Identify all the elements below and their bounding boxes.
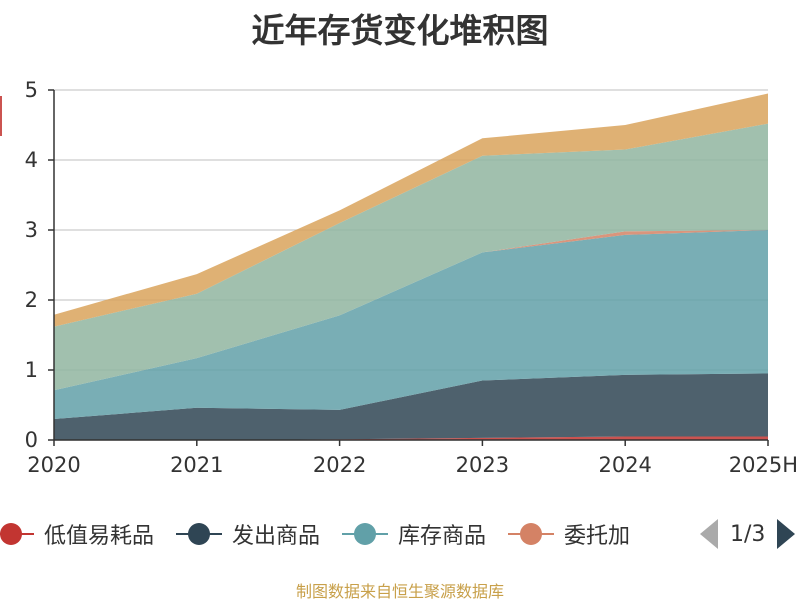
legend-label: 发出商品 (232, 524, 321, 549)
axes: 0 1 2 3 4 5 2020 2021 2022 2023 2024 2025H (25, 78, 798, 477)
legend-marker-icon (508, 522, 555, 546)
area-series-1 (54, 373, 768, 440)
y-tick-label: 3 (25, 218, 38, 242)
y-tick-label: 0 (25, 428, 38, 452)
area-series-5 (54, 93, 768, 327)
x-tick-label: 2022 (313, 453, 366, 477)
x-tick-label: 2024 (598, 453, 651, 477)
next-page-icon[interactable] (777, 519, 796, 549)
legend-item-inventory-goods[interactable]: 库存商品 (342, 518, 486, 550)
y-tick-label: 4 (25, 148, 38, 172)
chart-title: 近年存货变化堆积图 (251, 11, 549, 50)
legend-item-commissioned-processing[interactable]: 委托加 (508, 518, 630, 550)
x-tick-label: 2025H (729, 453, 798, 477)
legend-label: 低值易耗品 (44, 524, 155, 549)
area-series-4 (54, 123, 768, 391)
legend-label: 库存商品 (398, 524, 487, 549)
legend: 低值易耗品 发出商品 库存商品 委托加 (0, 516, 652, 552)
legend-marker-icon (176, 522, 223, 546)
legend-marker-icon (342, 522, 389, 546)
legend-label: 委托加 (564, 524, 631, 549)
legend-item-goods-issued[interactable]: 发出商品 (176, 518, 320, 550)
legend-pager: 1/3 (700, 516, 796, 552)
legend-page-indicator: 1/3 (730, 521, 766, 547)
x-tick-label: 2021 (170, 453, 223, 477)
area-series (54, 93, 768, 440)
x-tick-label: 2023 (456, 453, 509, 477)
legend-item-low-value-consumables[interactable]: 低值易耗品 (0, 518, 154, 550)
area-series-0 (54, 436, 768, 440)
y-tick-label: 1 (25, 358, 38, 382)
legend-marker-icon (0, 522, 34, 546)
y-tick-label: 2 (25, 288, 38, 312)
data-source-note: 制图数据来自恒生聚源数据库 (295, 582, 504, 601)
y-axis-unit-label (0, 96, 2, 136)
x-tick-label: 2020 (27, 453, 80, 477)
area-series-2 (54, 230, 768, 419)
prev-page-icon[interactable] (700, 519, 718, 549)
y-tick-label: 5 (25, 78, 38, 102)
